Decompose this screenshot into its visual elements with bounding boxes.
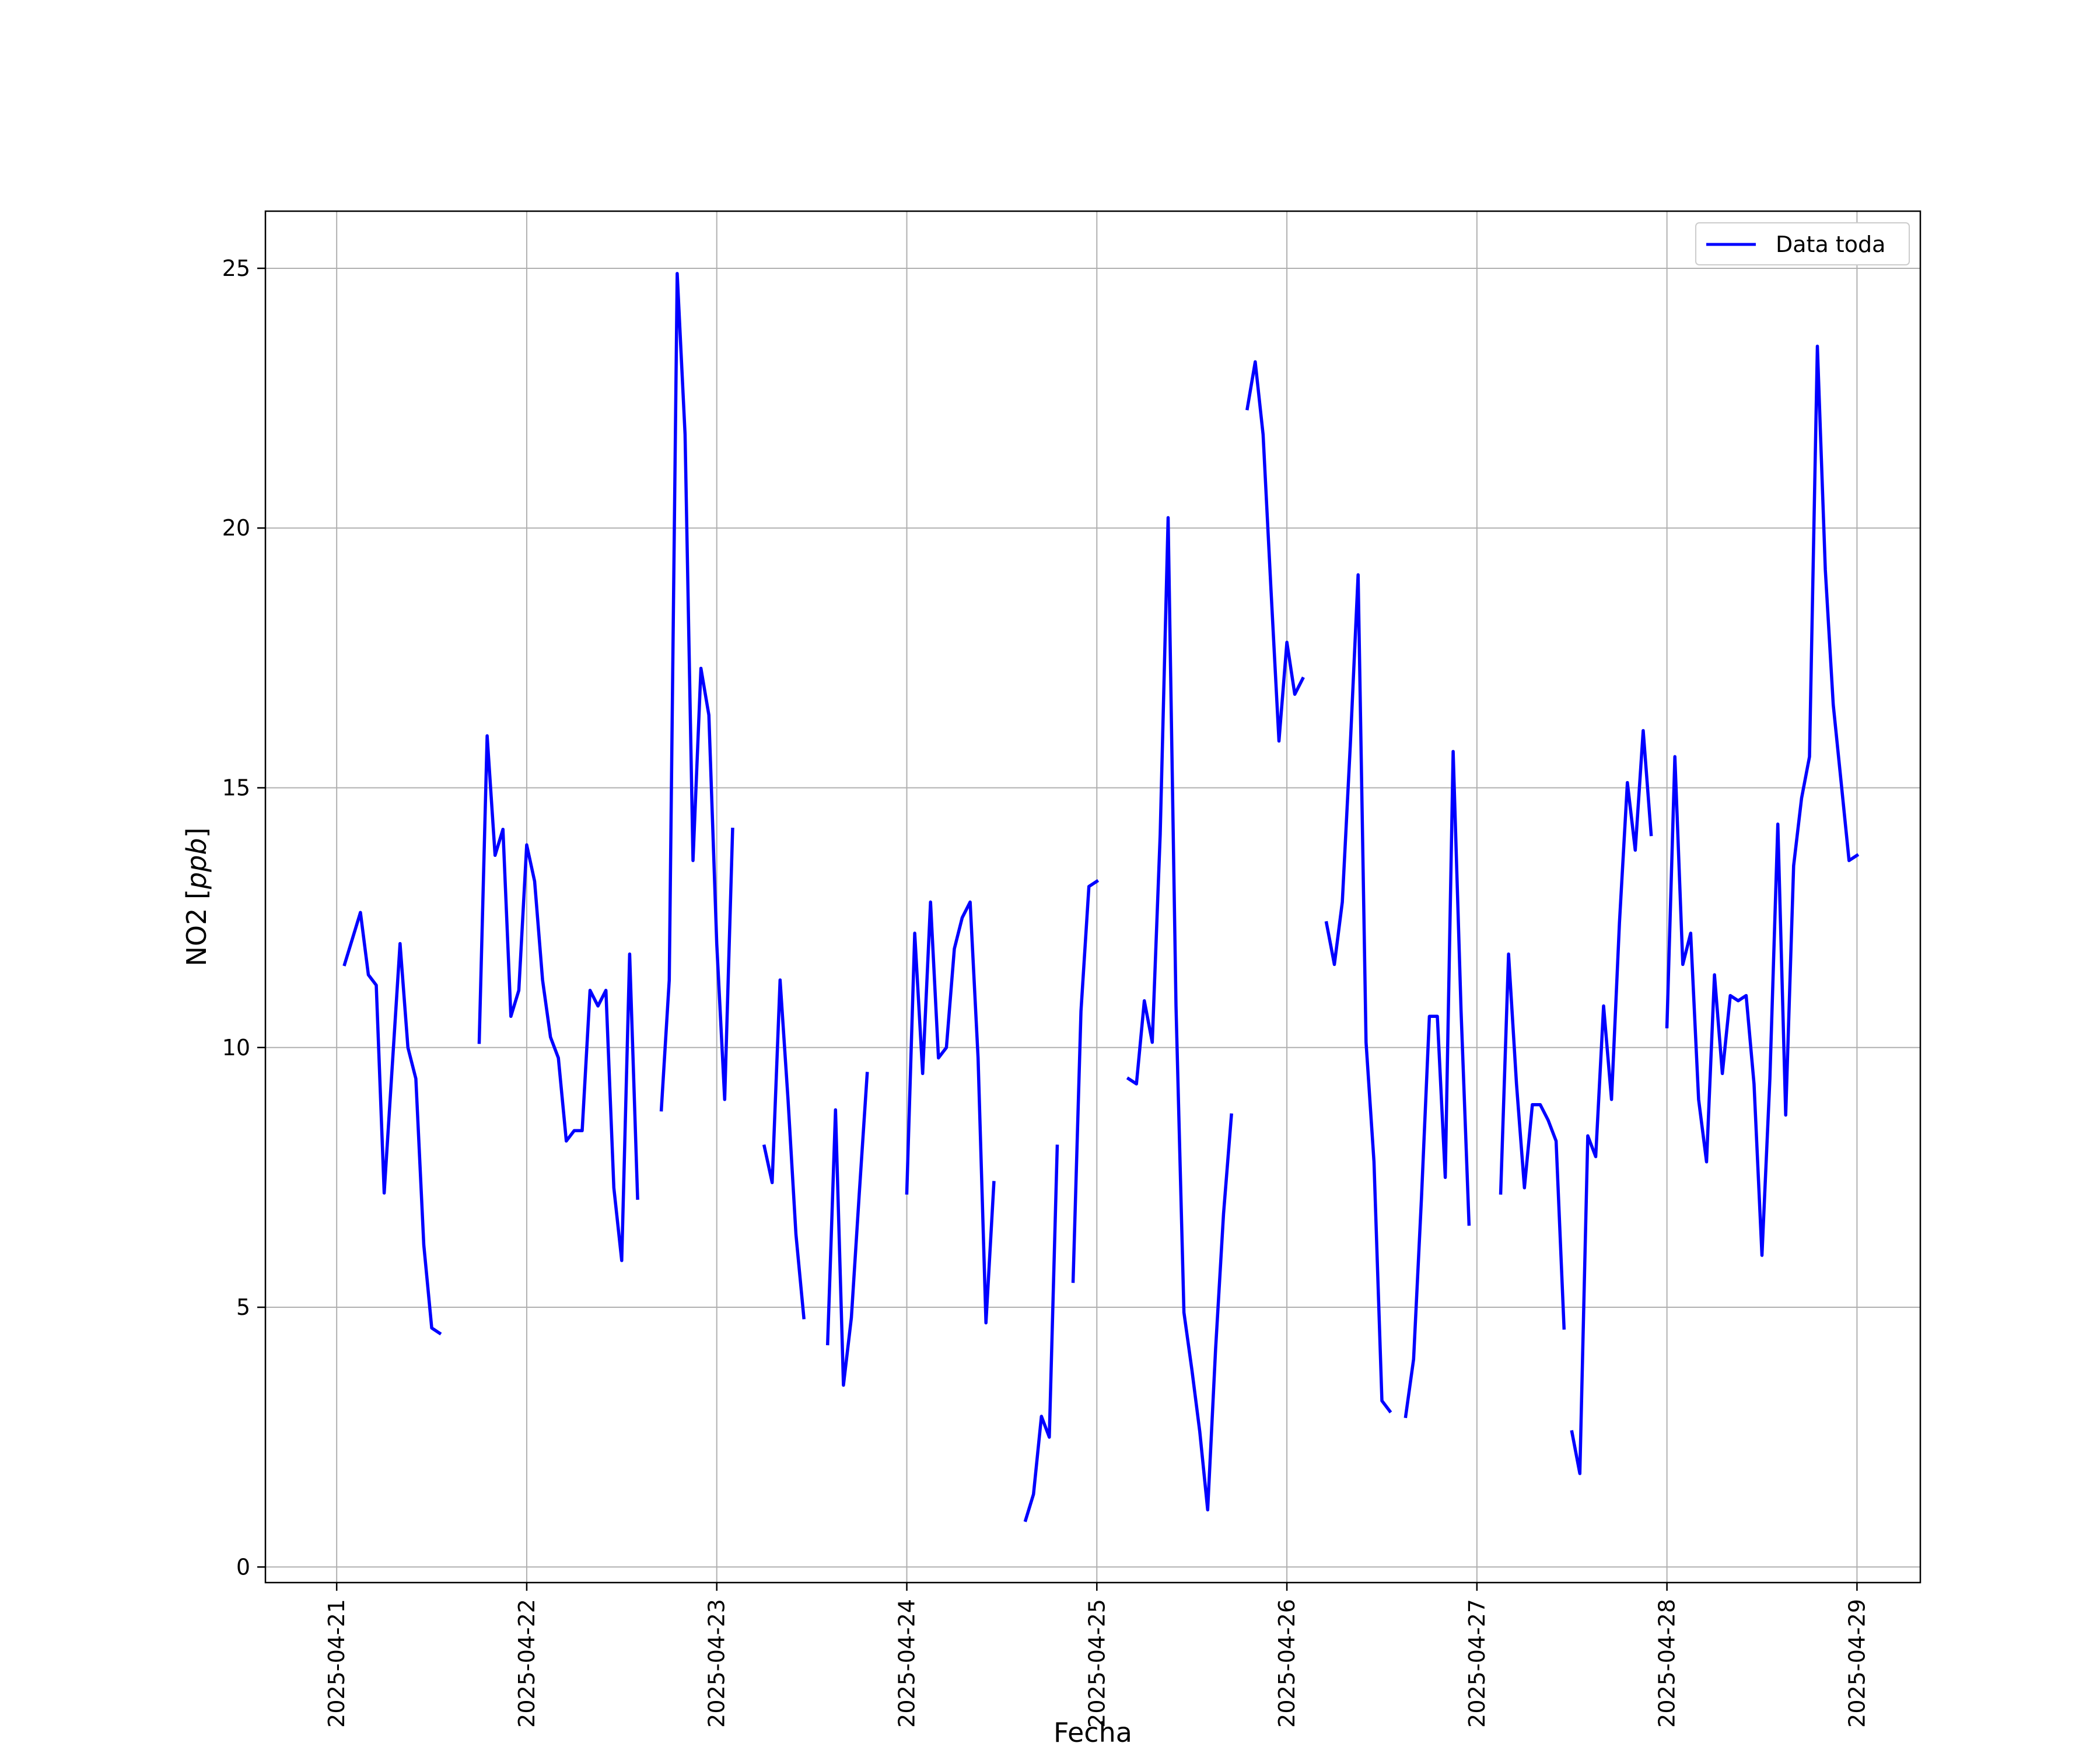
series-line-segment bbox=[1023, 1144, 1059, 1522]
x-tick-label: 2025-04-24 bbox=[894, 1599, 920, 1728]
y-axis-title-suffix: ] bbox=[181, 827, 212, 838]
series-line-segment bbox=[1245, 360, 1305, 743]
series-line-segment bbox=[762, 978, 806, 1320]
y-axis-ticks: 0 5 10 15 20 25 bbox=[222, 256, 265, 1580]
grid-lines bbox=[265, 211, 1920, 1583]
x-tick-label: 2025-04-27 bbox=[1464, 1599, 1490, 1728]
x-tick-label: 2025-04-21 bbox=[324, 1599, 349, 1728]
y-axis-title-unit: ppb bbox=[181, 838, 212, 890]
y-axis-title: NO2 [ppb] bbox=[181, 827, 212, 966]
y-tick-label: 10 bbox=[222, 1035, 250, 1060]
x-tick-label: 2025-04-29 bbox=[1844, 1599, 1870, 1728]
plot-frame bbox=[264, 210, 1922, 1584]
y-tick-label: 5 bbox=[236, 1294, 250, 1320]
x-axis-ticks: 2025-04-21 2025-04-22 2025-04-23 2025-04-24… bbox=[324, 1583, 1870, 1728]
y-axis-title-prefix: NO2 [ bbox=[181, 889, 212, 966]
series-line-segment bbox=[1665, 344, 1860, 1257]
legend: Data toda bbox=[1695, 222, 1910, 265]
x-axis-title: Fecha bbox=[1054, 1717, 1132, 1748]
series-line-segment bbox=[1126, 516, 1233, 1512]
x-tick-label: 2025-04-22 bbox=[514, 1599, 540, 1728]
y-tick-label: 20 bbox=[222, 515, 250, 541]
x-tick-label: 2025-04-23 bbox=[704, 1599, 730, 1728]
legend-label: Data toda bbox=[1776, 232, 1885, 257]
series-line-segment bbox=[659, 272, 734, 1112]
y-tick-label: 0 bbox=[236, 1554, 250, 1580]
series-line-segment bbox=[477, 734, 639, 1262]
y-tick-label: 25 bbox=[222, 256, 250, 281]
x-tick-label: 2025-04-28 bbox=[1654, 1599, 1680, 1728]
series-line-segment bbox=[825, 1072, 869, 1387]
series-line-segment bbox=[1324, 573, 1392, 1413]
x-tick-label: 2025-04-26 bbox=[1274, 1599, 1300, 1728]
legend-box bbox=[1695, 222, 1910, 265]
series-line-segment bbox=[905, 900, 996, 1325]
series-line-segment bbox=[1404, 750, 1471, 1419]
series-line-segment bbox=[1499, 952, 1566, 1330]
series-lines bbox=[342, 272, 1860, 1522]
series-line-segment bbox=[342, 911, 442, 1336]
series-line-segment bbox=[1071, 878, 1100, 1283]
x-tick-label: 2025-04-25 bbox=[1084, 1599, 1110, 1728]
y-tick-label: 15 bbox=[222, 775, 250, 800]
series-line-segment bbox=[1570, 729, 1653, 1475]
